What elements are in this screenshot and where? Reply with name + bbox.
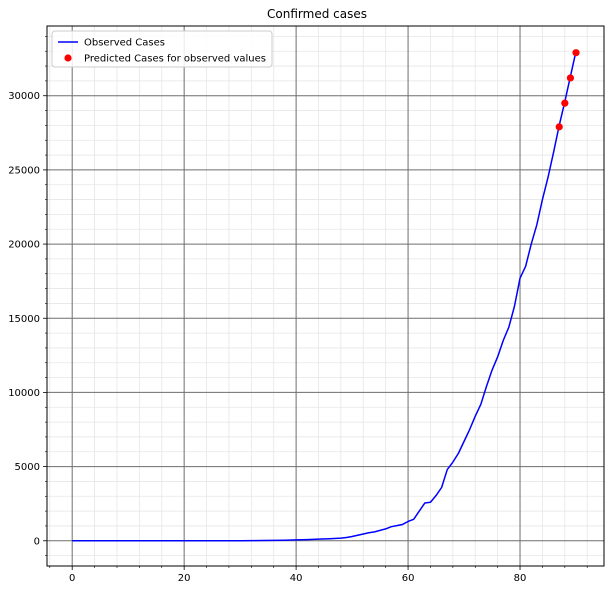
x-tick-label: 40: [290, 573, 303, 584]
x-tick-label: 0: [69, 573, 75, 584]
observed-cases-line: [72, 51, 577, 542]
plot-frame: [46, 25, 605, 567]
predicted-cases-point: [572, 49, 580, 57]
legend: Observed Cases Predicted Cases for observ…: [51, 30, 273, 68]
legend-label: Observed Cases: [84, 38, 165, 49]
x-tick-label: 80: [514, 573, 527, 584]
minor-grid: [47, 26, 604, 566]
predicted-cases-point: [561, 99, 569, 107]
legend-label: Predicted Cases for observed values: [84, 54, 266, 65]
axis-ticks: 0 20 40 60 80 0 5000 10000 15000 20000 25000 30000: [8, 36, 588, 584]
legend-point-swatch: [64, 54, 72, 62]
x-tick-label: 60: [402, 573, 415, 584]
y-tick-label: 10000: [8, 388, 40, 399]
legend-box: [51, 30, 273, 68]
chart-title: Confirmed cases: [267, 7, 367, 21]
major-grid: [47, 26, 604, 566]
x-tick-label: 20: [178, 573, 191, 584]
y-tick-label: 5000: [15, 462, 40, 473]
predicted-cases-point: [555, 123, 563, 131]
y-tick-label: 30000: [8, 91, 40, 102]
predicted-cases-point: [566, 74, 575, 82]
y-tick-label: 0: [34, 536, 40, 547]
series-layer: [72, 49, 580, 542]
y-tick-label: 15000: [8, 314, 40, 325]
y-tick-label: 20000: [8, 240, 40, 251]
y-tick-label: 25000: [8, 165, 40, 176]
